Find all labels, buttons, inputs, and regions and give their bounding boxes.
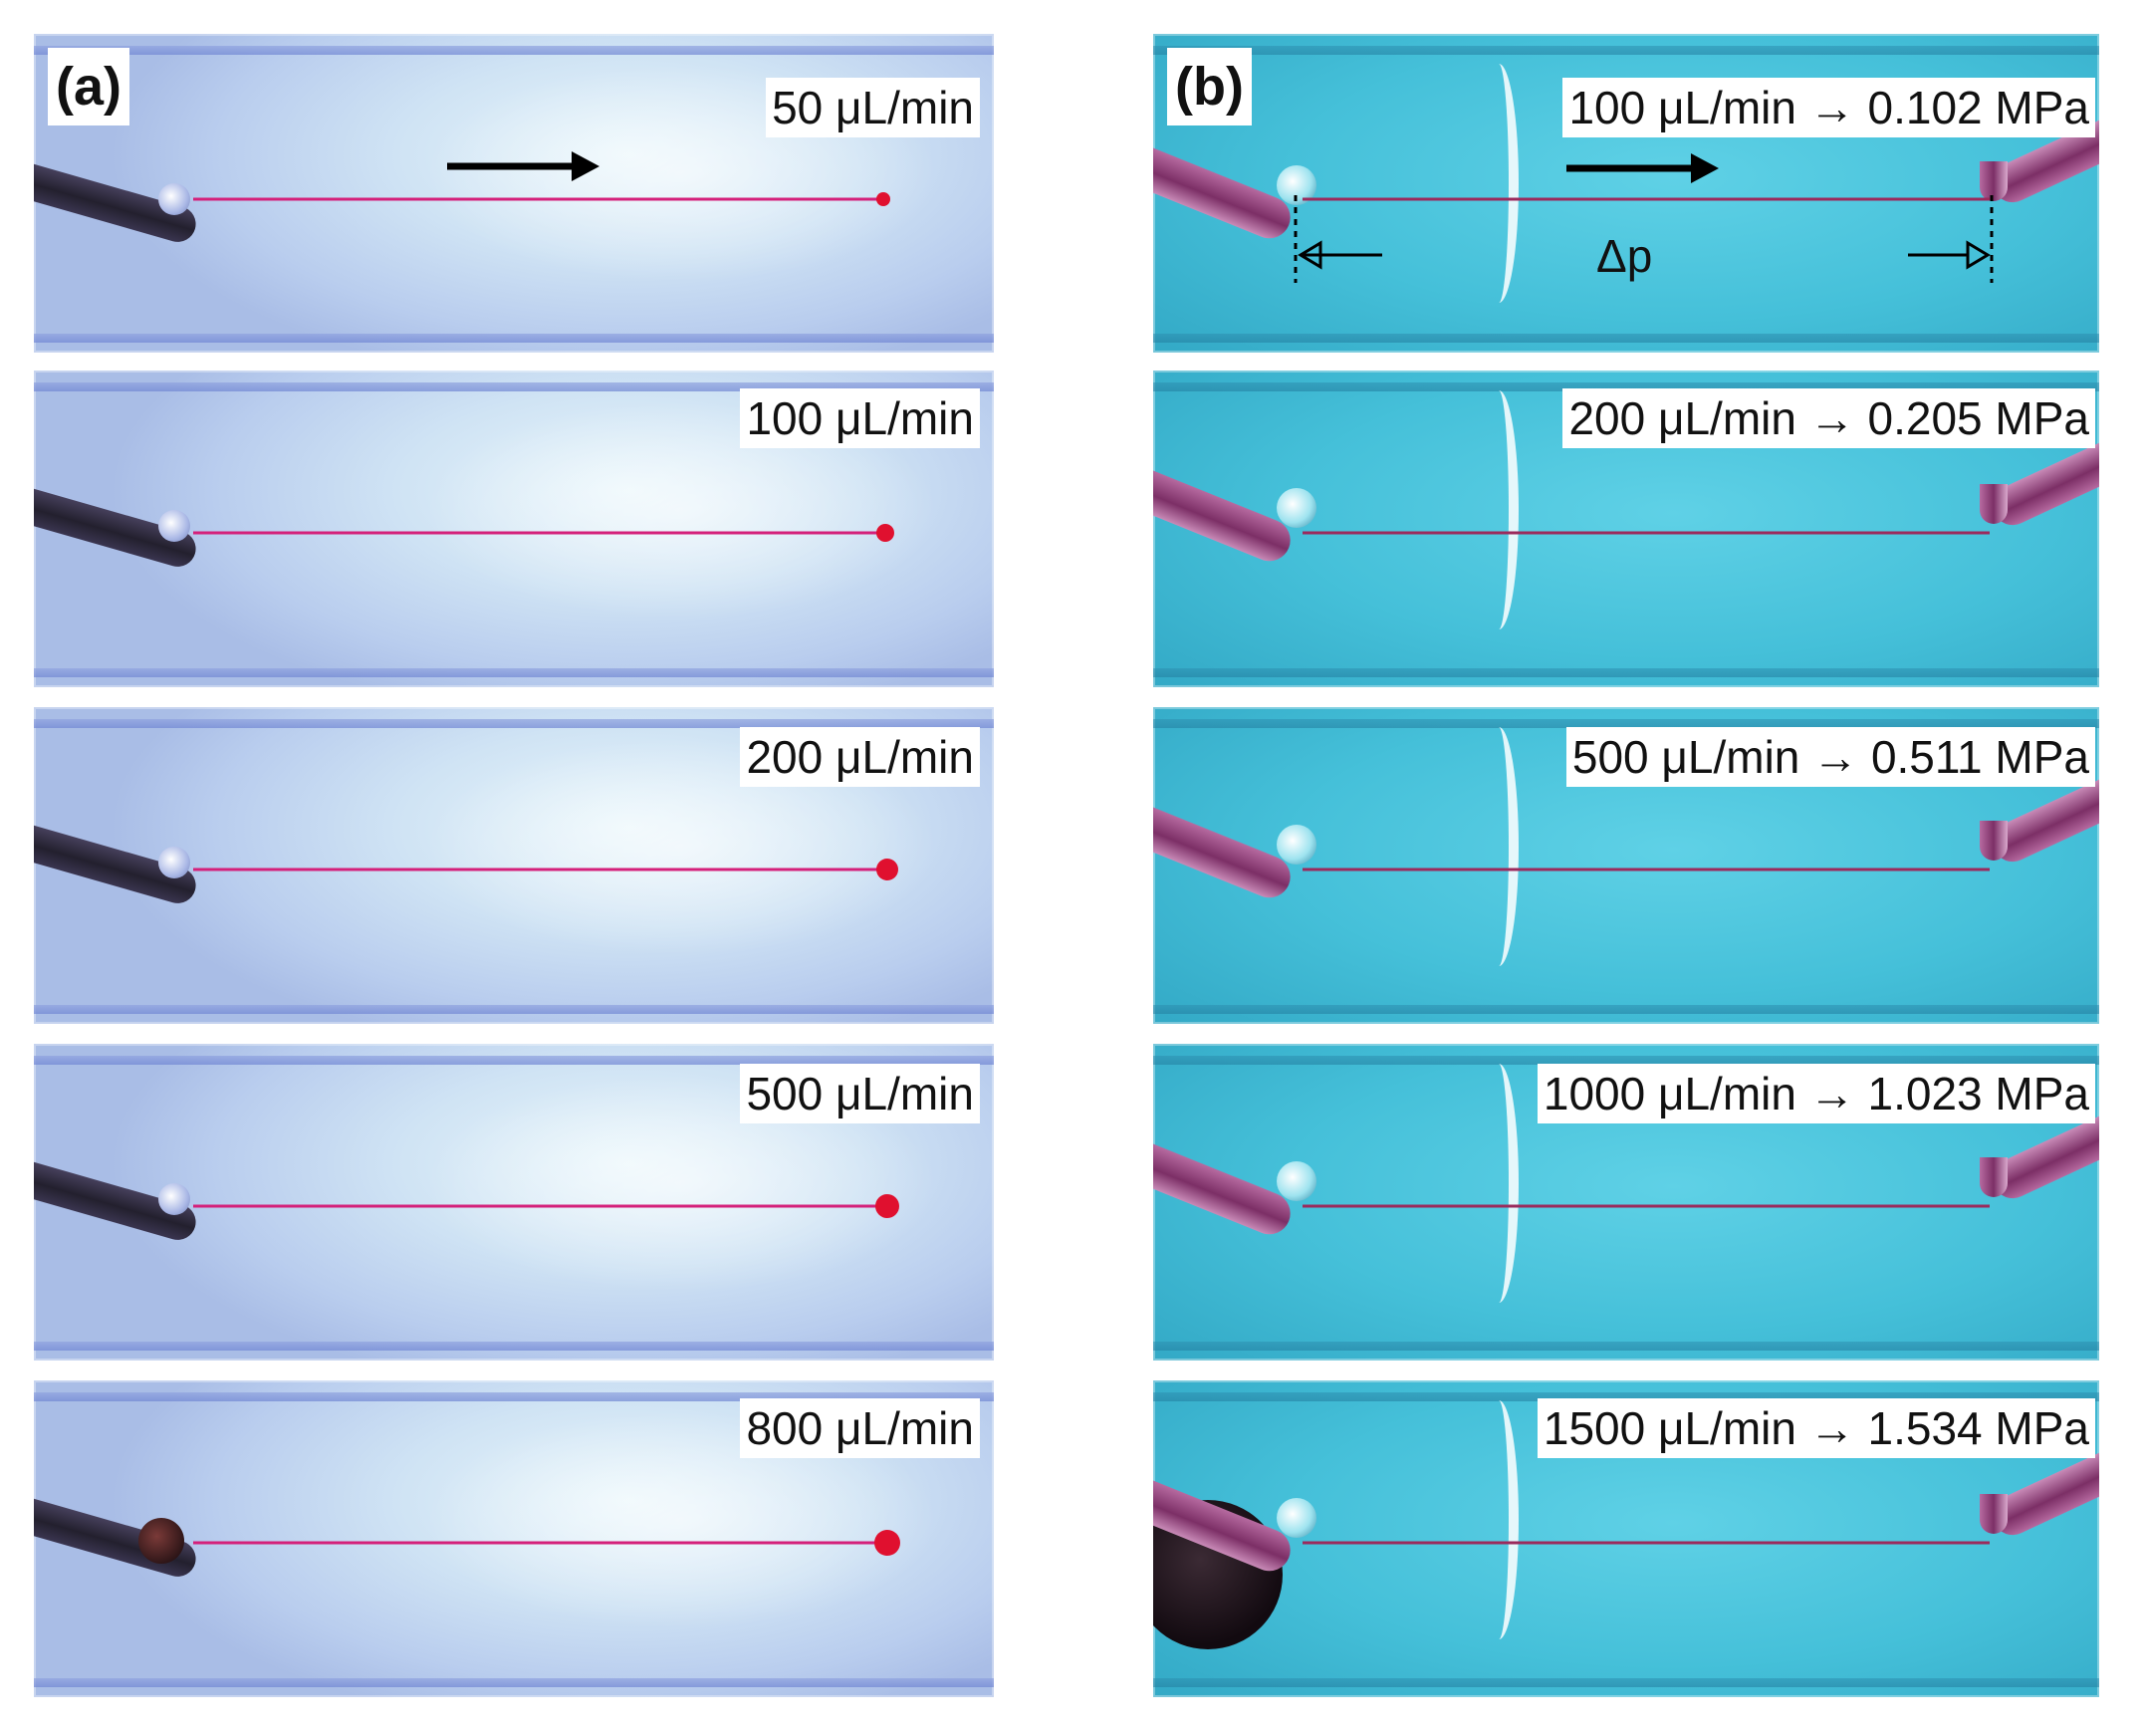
channel-top-wall	[34, 46, 994, 55]
jet-stream	[193, 192, 890, 206]
channel-top-wall	[34, 1392, 994, 1401]
flow-rate-label: 200 μL/min	[740, 727, 980, 787]
reflection-arc	[1479, 390, 1519, 629]
inlet-droplet	[138, 1518, 184, 1564]
pressure-marker-arrow-icon	[1294, 195, 1994, 283]
jet-stream	[193, 1194, 899, 1218]
inlet-nozzle	[1277, 488, 1316, 528]
channel-bottom-wall	[1153, 1342, 2099, 1351]
outlet-nozzle	[1980, 821, 2008, 861]
droplet	[874, 1530, 900, 1556]
needle-tip	[158, 510, 190, 542]
flow-rate-label: 800 μL/min	[740, 1398, 980, 1458]
panel-a-frame-4: 500 μL/min	[34, 1044, 994, 1361]
droplet	[875, 1194, 899, 1218]
panel-b-frame-1: Δp (b) 100 μL/min → 0.102 MPa	[1153, 34, 2099, 353]
flow-pressure-label: 1500 μL/min → 1.534 MPa	[1537, 1398, 2095, 1458]
needle-tip	[158, 1183, 190, 1215]
flow-direction-arrow-icon	[1566, 153, 1719, 183]
inlet-nozzle	[1277, 1498, 1316, 1538]
droplet	[876, 192, 890, 206]
inlet-nozzle	[1277, 1161, 1316, 1201]
flow-pressure-label: 100 μL/min → 0.102 MPa	[1562, 78, 2095, 137]
panel-a-frame-5: 800 μL/min	[34, 1380, 994, 1697]
channel-top-wall	[34, 382, 994, 391]
channel-top-wall	[1153, 1392, 2099, 1401]
channel-top-wall	[1153, 46, 2099, 55]
jet-stream	[193, 524, 894, 542]
channel-bottom-wall	[34, 668, 994, 677]
reflection-arc	[1479, 727, 1519, 966]
channel-top-wall	[1153, 1056, 2099, 1065]
flow-rate-label: 50 μL/min	[766, 78, 980, 137]
jet-stream	[1303, 1541, 1990, 1545]
channel-bottom-wall	[34, 1678, 994, 1687]
panel-a-frame-1: (a) 50 μL/min	[34, 34, 994, 353]
jet-stream	[193, 859, 898, 880]
reflection-arc	[1479, 64, 1519, 303]
channel-bottom-wall	[34, 1005, 994, 1014]
channel-bottom-wall	[1153, 334, 2099, 343]
flow-rate-label: 500 μL/min	[740, 1064, 980, 1123]
jet-stream	[193, 1530, 900, 1556]
jet-stream	[1303, 197, 1990, 201]
droplet	[876, 859, 898, 880]
needle-tip	[158, 183, 190, 215]
droplet	[876, 524, 894, 542]
panel-a-frame-3: 200 μL/min	[34, 707, 994, 1024]
channel-top-wall	[34, 719, 994, 728]
channel-bottom-wall	[34, 1342, 994, 1351]
outlet-nozzle	[1980, 161, 2008, 201]
panel-b-frame-2: 200 μL/min → 0.205 MPa	[1153, 371, 2099, 687]
panel-b-frame-5: 1500 μL/min → 1.534 MPa	[1153, 1380, 2099, 1697]
flow-pressure-label: 500 μL/min → 0.511 MPa	[1565, 727, 2095, 787]
reflection-arc	[1479, 1064, 1519, 1303]
channel-top-wall	[1153, 719, 2099, 728]
channel-bottom-wall	[1153, 1005, 2099, 1014]
flow-direction-arrow-icon	[447, 151, 599, 181]
outlet-nozzle	[1980, 1157, 2008, 1197]
channel-bottom-wall	[34, 334, 994, 343]
channel-top-wall	[34, 1056, 994, 1065]
jet-stream	[1303, 1204, 1990, 1208]
reflection-arc	[1479, 1400, 1519, 1639]
pressure-difference-label: Δp	[1596, 230, 1653, 282]
needle-tip	[158, 847, 190, 878]
flow-pressure-label: 1000 μL/min → 1.023 MPa	[1537, 1064, 2095, 1123]
panel-b-frame-4: 1000 μL/min → 1.023 MPa	[1153, 1044, 2099, 1361]
channel-top-wall	[1153, 382, 2099, 391]
flow-rate-label: 100 μL/min	[740, 388, 980, 448]
flow-pressure-label: 200 μL/min → 0.205 MPa	[1562, 388, 2095, 448]
panel-a-id-label: (a)	[48, 48, 129, 125]
panel-b-frame-3: 500 μL/min → 0.511 MPa	[1153, 707, 2099, 1024]
inlet-nozzle	[1277, 825, 1316, 865]
channel-bottom-wall	[1153, 1678, 2099, 1687]
jet-stream	[1303, 531, 1990, 535]
panel-b-id-label: (b)	[1167, 48, 1252, 125]
channel-bottom-wall	[1153, 668, 2099, 677]
outlet-nozzle	[1980, 484, 2008, 524]
outlet-nozzle	[1980, 1494, 2008, 1534]
jet-stream	[1303, 868, 1990, 871]
panel-a-frame-2: 100 μL/min	[34, 371, 994, 687]
